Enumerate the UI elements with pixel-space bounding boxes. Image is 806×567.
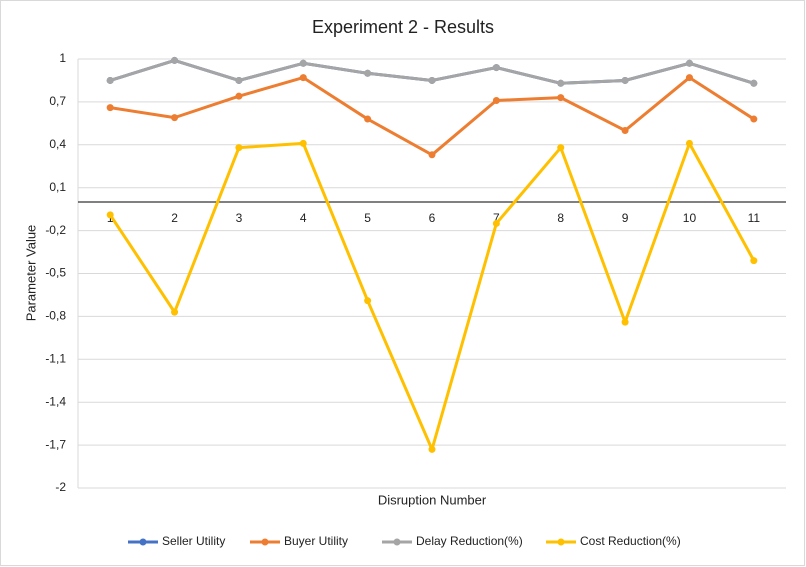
data-point xyxy=(621,76,629,84)
x-tick-label: 4 xyxy=(300,211,307,225)
y-tick-label: -0,8 xyxy=(45,309,66,323)
y-tick-label: 1 xyxy=(59,51,66,65)
data-point xyxy=(428,151,436,159)
data-point xyxy=(557,144,565,152)
y-tick-label: -1,1 xyxy=(45,351,66,365)
data-point xyxy=(492,64,500,72)
x-tick-label: 11 xyxy=(748,211,761,225)
x-tick-label: 9 xyxy=(622,211,629,225)
data-point xyxy=(492,96,500,104)
data-point xyxy=(299,74,307,82)
data-point xyxy=(492,219,500,227)
data-point xyxy=(685,59,693,67)
data-point xyxy=(171,56,179,64)
x-tick-label: 5 xyxy=(364,211,371,225)
data-point xyxy=(106,211,114,219)
y-tick-label: -0,5 xyxy=(45,266,66,280)
data-point xyxy=(364,297,372,305)
data-point xyxy=(621,127,629,134)
data-point xyxy=(171,308,179,316)
data-point xyxy=(364,115,372,123)
data-point xyxy=(750,115,758,123)
data-point xyxy=(106,104,114,112)
data-point xyxy=(235,144,243,152)
y-tick-label: 0,7 xyxy=(49,94,66,108)
y-tick-label: -2 xyxy=(55,480,66,494)
y-tick-label: 0,4 xyxy=(49,137,66,151)
y-tick-label: -0,2 xyxy=(45,223,66,237)
y-tick-label: -1,7 xyxy=(45,437,66,451)
legend-label: Delay Reduction(%) xyxy=(416,534,523,548)
data-point xyxy=(685,139,693,147)
x-tick-label: 3 xyxy=(236,211,243,225)
data-point xyxy=(621,318,629,326)
data-point xyxy=(750,257,758,265)
legend-marker xyxy=(261,538,269,546)
y-axis-label: Parameter Value xyxy=(23,225,38,322)
data-point xyxy=(235,76,243,84)
data-point xyxy=(685,74,693,82)
y-tick-label: -1,4 xyxy=(45,394,66,408)
legend-label: Buyer Utility xyxy=(284,534,348,548)
legend-label: Seller Utility xyxy=(162,534,225,548)
data-point xyxy=(428,445,436,453)
data-point xyxy=(106,76,114,84)
data-point xyxy=(299,139,307,147)
x-axis-label: Disruption Number xyxy=(378,492,487,507)
chart-title: Experiment 2 - Results xyxy=(312,17,494,37)
data-point xyxy=(299,59,307,67)
data-point xyxy=(557,94,565,102)
data-point xyxy=(235,92,243,100)
x-tick-label: 6 xyxy=(429,211,436,225)
x-tick-label: 8 xyxy=(557,211,564,225)
legend-label: Cost Reduction(%) xyxy=(580,534,681,548)
legend-marker xyxy=(557,538,565,546)
data-point xyxy=(364,69,372,77)
data-point xyxy=(171,114,179,122)
x-tick-label: 10 xyxy=(683,211,697,225)
legend-marker xyxy=(139,538,147,546)
data-point xyxy=(428,76,436,84)
y-tick-label: 0,1 xyxy=(49,180,66,194)
x-tick-label: 2 xyxy=(171,211,178,225)
legend-marker xyxy=(393,538,401,546)
data-point xyxy=(557,79,565,87)
x-tick-label: 7 xyxy=(493,211,500,225)
data-point xyxy=(750,79,758,87)
